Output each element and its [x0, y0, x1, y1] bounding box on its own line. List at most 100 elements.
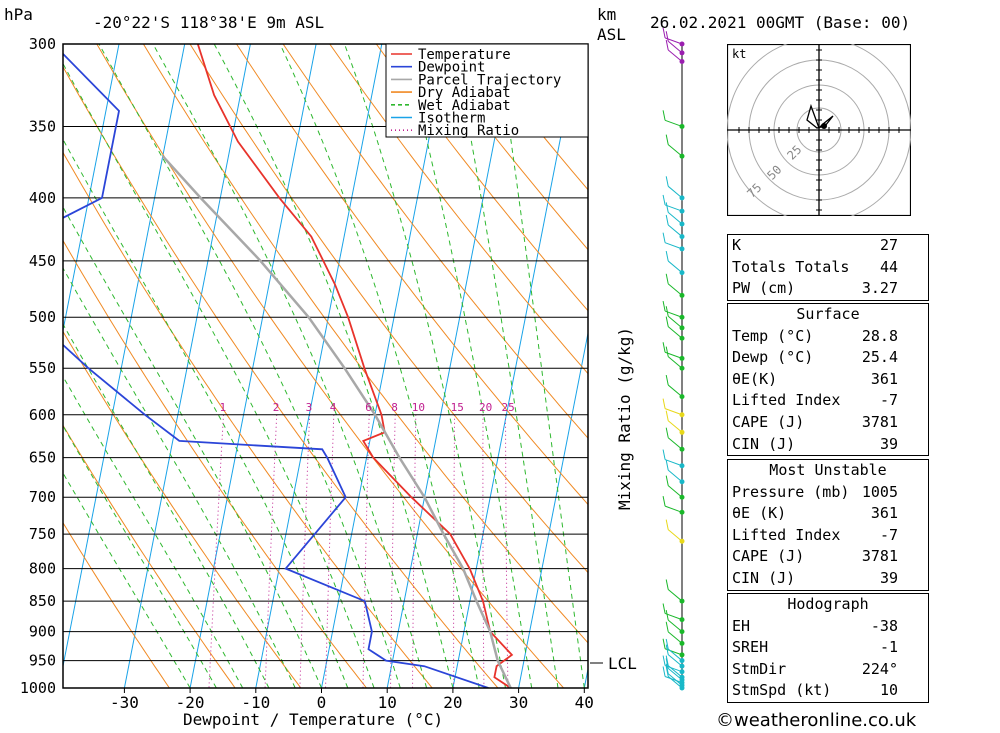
mixing-ratio-line: [390, 414, 396, 688]
wet-adiabat: [452, 44, 559, 688]
wind-barb: [667, 384, 683, 398]
temperature-tick-label: 0: [317, 693, 327, 712]
pressure-tick-label: 650: [29, 449, 56, 467]
wind-barb: [667, 589, 683, 602]
isotherm: [583, 666, 588, 688]
wind-barb-feather: [662, 638, 666, 649]
date-title: 26.02.2021 00GMT (Base: 00): [650, 13, 910, 32]
indices-table: K 27 Totals Totals 44 PW (cm) 3.27: [727, 234, 929, 301]
wind-barb-feather: [665, 250, 669, 262]
pressure-tick-label: 750: [29, 525, 56, 543]
dry-adiabat: [329, 44, 588, 375]
pressure-tick-label: 300: [29, 35, 56, 53]
wet-adiabat: [63, 62, 375, 688]
wind-barb-feather: [665, 621, 669, 632]
isotherm: [63, 44, 186, 669]
wind-barb: [664, 675, 683, 684]
wet-adiabat: [496, 44, 585, 688]
most-unstable-table: Most Unstable Pressure (mb) 1005 θE (K) 36…: [727, 459, 929, 591]
lcl-label: LCL: [608, 654, 637, 673]
wind-barb: [664, 204, 683, 212]
mixing-ratio-label: 20: [479, 401, 492, 414]
mixing-ratio-axis-title: Mixing Ratio (g/kg): [615, 327, 634, 510]
temperature-tick-label: 20: [443, 693, 462, 712]
wind-barb-feather: [665, 460, 669, 471]
dry-adiabat: [96, 44, 564, 688]
wind-barb-feather: [665, 475, 669, 486]
wind-barb-feather: [662, 603, 666, 614]
legend-label: Mixing Ratio: [418, 123, 519, 139]
wind-barb-feather: [662, 232, 666, 243]
dry-adiabat: [375, 44, 588, 312]
legend-label: Dewpoint: [418, 60, 485, 76]
wet-adiabat: [402, 44, 533, 688]
pressure-tick-label: 450: [29, 252, 56, 270]
mixing-ratio-line: [264, 414, 278, 688]
wind-barb-feather: [665, 31, 669, 42]
wind-barb-feather: [665, 410, 669, 421]
hodograph-trace: [806, 103, 834, 129]
wind-barb: [664, 119, 683, 127]
wind-barb-feather: [662, 300, 666, 312]
wind-barb: [667, 485, 683, 498]
mixing-ratio-line: [208, 414, 224, 688]
mixing-ratio-label: 10: [412, 401, 425, 414]
wind-barb-feather: [662, 449, 666, 460]
hodograph: kt 25 50 75: [727, 44, 911, 216]
pressure-tick-label: 900: [29, 623, 56, 641]
dry-adiabat: [142, 44, 588, 644]
x-axis-title: Dewpoint / Temperature (°C): [183, 710, 443, 729]
wind-barb-feather: [665, 39, 669, 51]
wet-adiabat: [344, 44, 506, 688]
isotherm: [189, 44, 317, 688]
wind-barb: [667, 185, 683, 199]
wind-barb: [667, 40, 683, 54]
wind-barb: [667, 654, 683, 667]
wind-barb-feather: [665, 214, 669, 226]
wind-barb-feather: [665, 579, 669, 590]
wind-barb: [664, 408, 683, 416]
storm-motion-marker: [821, 123, 827, 129]
isotherm: [123, 44, 251, 688]
isotherm: [321, 44, 448, 688]
pressure-tick-label: 350: [29, 117, 56, 135]
wind-barb-feather: [665, 609, 669, 621]
mixing-ratio-line: [453, 414, 456, 688]
pressure-tick-label: 550: [29, 359, 56, 377]
wind-barb: [664, 612, 683, 621]
wind-barb-feather: [665, 202, 669, 213]
wind-barb-feather: [662, 655, 666, 666]
credit[interactable]: ©weatheronline.co.uk: [716, 710, 917, 731]
wind-barb: [667, 144, 683, 157]
mixing-ratio-line: [482, 414, 485, 688]
wind-barb: [667, 676, 683, 689]
wind-barb: [667, 631, 683, 644]
wind-barb: [664, 505, 683, 513]
mixing-ratio-label: 4: [330, 401, 337, 414]
wind-barb: [667, 356, 683, 369]
wind-barb-feather: [665, 663, 669, 674]
temperature-tick-label: -20: [176, 693, 205, 712]
isotherm: [255, 44, 383, 688]
wind-barb-feather: [662, 496, 666, 507]
temperature-tick-label: 10: [378, 693, 397, 712]
wind-barb: [667, 49, 683, 62]
pressure-tick-label: 850: [29, 592, 56, 610]
pressure-tick-label: 1000: [20, 679, 56, 697]
wind-barb-feather: [662, 27, 666, 38]
legend-label: Parcel Trajectory: [418, 72, 561, 88]
wind-barb-feather: [665, 306, 669, 317]
mixing-ratio-label: 25: [502, 401, 515, 414]
wind-barb-feather: [665, 316, 669, 327]
legend-label: Isotherm: [418, 111, 485, 127]
location-title: -20°22'S 118°38'E 9m ASL: [93, 13, 324, 32]
wind-barb: [667, 283, 683, 296]
wind-barb-feather: [665, 658, 669, 669]
wind-barb-dot: [679, 123, 685, 129]
wind-barb-feather: [665, 374, 669, 386]
mixing-ratio-label: 2: [273, 401, 280, 414]
wind-barb: [667, 437, 683, 450]
mixing-ratio-line: [299, 414, 311, 688]
